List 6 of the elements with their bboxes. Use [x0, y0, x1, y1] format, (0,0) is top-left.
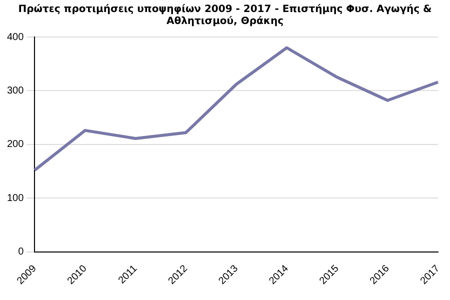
y-tick-label: 400 — [6, 32, 24, 43]
chart-title: Πρώτες προτιμήσεις υποψηφίων 2009 - 2017 - Επιστήμης Φυσ. Αγωγής & Αθλητισμού, Θράκης — [17, 3, 433, 28]
y-tick-label: 100 — [6, 192, 24, 204]
y-tick-label: 0 — [18, 246, 24, 258]
y-tick-label: 200 — [6, 139, 24, 150]
y-tick-label: 300 — [6, 85, 24, 96]
